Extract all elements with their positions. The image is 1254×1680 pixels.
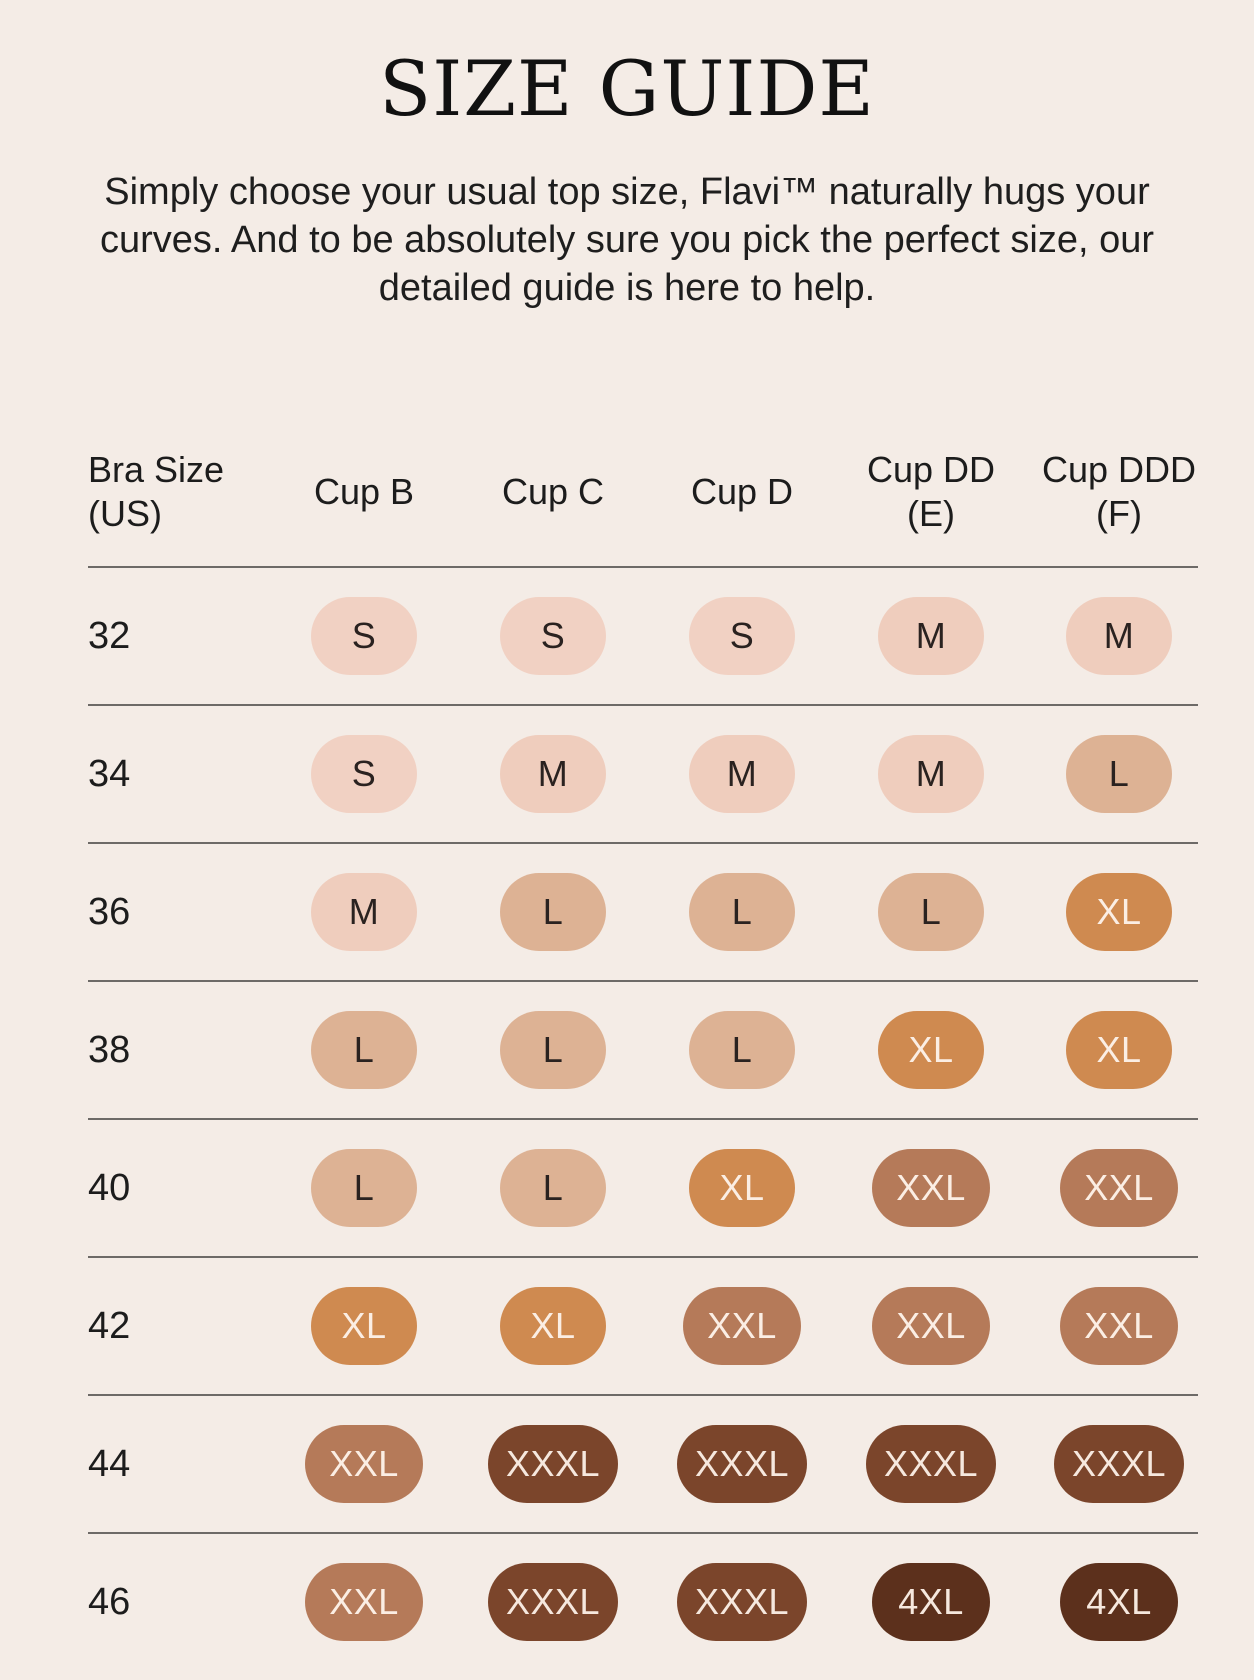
size-badge: XXL xyxy=(305,1425,423,1503)
table-row: 42 XL XL XXL XXL XXL xyxy=(88,1258,1198,1396)
header-bra-size: Bra Size (US) xyxy=(88,449,225,534)
size-badge: XL xyxy=(1066,873,1172,951)
table-row: 32 S S S M M xyxy=(88,568,1198,706)
size-badge: XL xyxy=(689,1149,795,1227)
band-size: 36 xyxy=(88,891,131,933)
band-size: 34 xyxy=(88,753,131,795)
size-badge: M xyxy=(311,873,417,951)
size-badge: L xyxy=(311,1149,417,1227)
intro-text: Simply choose your usual top size, Flavi… xyxy=(99,171,1155,309)
size-badge: XXL xyxy=(683,1287,801,1365)
size-badge: M xyxy=(689,735,795,813)
size-badge: L xyxy=(1066,735,1172,813)
size-badge: L xyxy=(878,873,984,951)
size-badge: XXL xyxy=(305,1563,423,1641)
size-badge: S xyxy=(311,597,417,675)
size-badge: XXXL xyxy=(677,1425,807,1503)
table-header-row: Bra Size (US) Cup B Cup C Cup D Cup DD (E) Cu… xyxy=(88,440,1198,568)
size-badge: XXXL xyxy=(488,1425,618,1503)
table-row: 44 XXL XXXL XXXL XXXL XXXL xyxy=(88,1396,1198,1534)
size-badge: XXXL xyxy=(1054,1425,1184,1503)
page-title: SIZE GUIDE xyxy=(379,44,875,133)
size-badge: XL xyxy=(311,1287,417,1365)
table-row: 40 L L XL XXL XXL xyxy=(88,1120,1198,1258)
band-size: 42 xyxy=(88,1305,131,1347)
size-badge: XL xyxy=(500,1287,606,1365)
size-badge: XXXL xyxy=(677,1563,807,1641)
size-badge: XL xyxy=(878,1011,984,1089)
size-badge: S xyxy=(500,597,606,675)
size-badge: XXL xyxy=(1060,1287,1178,1365)
size-badge: XXL xyxy=(1060,1149,1178,1227)
table-body: 32 S S S M M 34 S M M M L 36 M L L L XL 38 L L L XL XL 40 L L XL XXL… xyxy=(88,568,1198,1670)
table-row: 38 L L L XL XL xyxy=(88,982,1198,1120)
size-badge: M xyxy=(1066,597,1172,675)
header-cup-2: Cup C xyxy=(501,471,605,512)
size-table: Bra Size (US) Cup B Cup C Cup D Cup DD (E) Cu… xyxy=(88,440,1198,1670)
size-badge: 4XL xyxy=(1060,1563,1178,1641)
table-row: 46 XXL XXXL XXXL 4XL 4XL xyxy=(88,1534,1198,1670)
size-badge: S xyxy=(311,735,417,813)
band-size: 44 xyxy=(88,1443,131,1485)
header-cup-5: Cup DDD (F) xyxy=(1041,449,1197,534)
header-cup-4: Cup DD (E) xyxy=(866,449,996,534)
size-badge: M xyxy=(500,735,606,813)
table-row: 34 S M M M L xyxy=(88,706,1198,844)
size-badge: L xyxy=(311,1011,417,1089)
table-row: 36 M L L L XL xyxy=(88,844,1198,982)
size-badge: L xyxy=(500,1011,606,1089)
size-badge: L xyxy=(689,1011,795,1089)
size-badge: XXXL xyxy=(866,1425,996,1503)
band-size: 46 xyxy=(88,1581,131,1623)
size-badge: 4XL xyxy=(872,1563,990,1641)
size-badge: M xyxy=(878,735,984,813)
size-badge: XXXL xyxy=(488,1563,618,1641)
header-cup-1: Cup B xyxy=(313,471,415,512)
size-badge: XXL xyxy=(872,1149,990,1227)
size-badge: L xyxy=(500,873,606,951)
band-size: 38 xyxy=(88,1029,131,1071)
header-cup-3: Cup D xyxy=(690,471,794,512)
size-badge: L xyxy=(689,873,795,951)
band-size: 40 xyxy=(88,1167,131,1209)
size-badge: L xyxy=(500,1149,606,1227)
size-badge: XL xyxy=(1066,1011,1172,1089)
size-badge: XXL xyxy=(872,1287,990,1365)
size-badge: S xyxy=(689,597,795,675)
size-badge: M xyxy=(878,597,984,675)
band-size: 32 xyxy=(88,615,131,657)
